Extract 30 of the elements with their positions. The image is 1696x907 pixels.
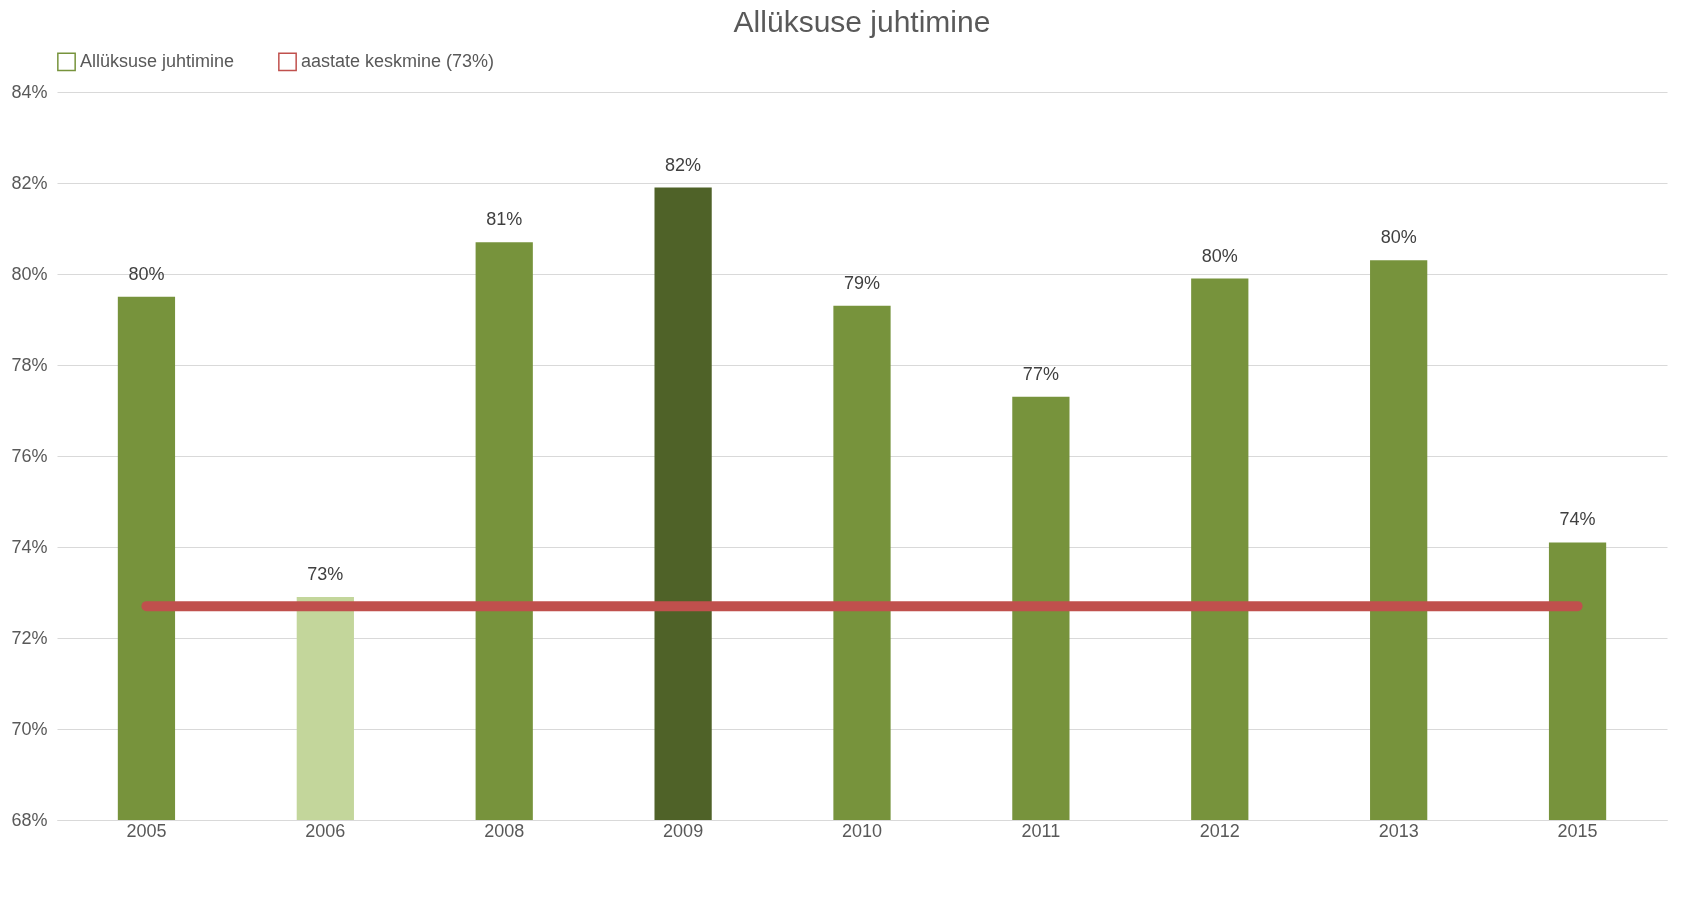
data-label: 77% [1022,363,1059,384]
y-tick-label: 78% [11,354,48,375]
data-label: 81% [486,209,523,230]
y-tick-label: 72% [11,627,48,648]
data-label: 82% [665,154,702,175]
data-label: 73% [307,564,344,585]
x-tick-label: 2012 [1199,820,1240,841]
y-tick-label: 84% [11,81,48,102]
chart-title: Allüksuse juhtimine [733,5,991,38]
x-tick-label: 2005 [126,820,167,841]
legend-label: aastate keskmine (73%) [301,50,495,71]
x-tick-label: 2006 [305,820,346,841]
y-tick-label: 80% [11,263,48,284]
x-tick-label: 2015 [1557,820,1598,841]
data-label: 74% [1559,509,1596,530]
legend-label: Allüksuse juhtimine [80,50,235,71]
x-tick-label: 2008 [484,820,525,841]
x-tick-label: 2009 [663,820,704,841]
data-label: 80% [128,263,165,284]
x-tick-label: 2010 [841,820,883,841]
y-tick-label: 82% [11,172,48,193]
x-tick-label: 2011 [1021,820,1061,841]
y-tick-label: 68% [11,809,48,830]
data-label: 79% [843,272,881,293]
data-label: 80% [1380,227,1417,248]
y-tick-label: 70% [11,718,48,739]
x-tick-label: 2013 [1378,820,1419,841]
y-tick-label: 74% [11,536,48,557]
y-tick-label: 76% [11,445,48,466]
data-label: 80% [1201,245,1238,266]
